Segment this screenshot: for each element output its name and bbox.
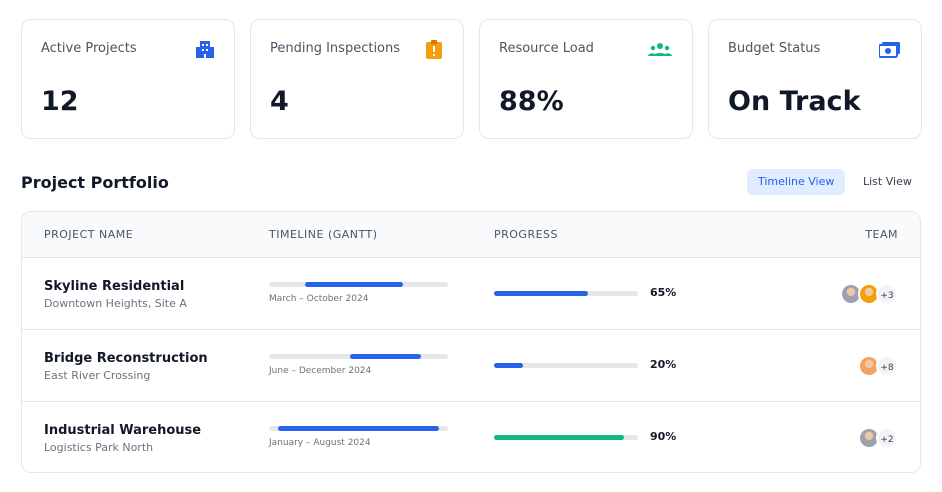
progress-track: [494, 291, 638, 296]
kpi-card: Pending Inspections 4: [250, 19, 464, 139]
team-count[interactable]: +8: [876, 355, 898, 377]
column-header: PROGRESS: [494, 228, 559, 241]
project-name: Bridge Reconstruction: [44, 351, 208, 366]
progress-bar: [494, 435, 624, 440]
kpi-card: Budget Status On Track: [708, 19, 922, 139]
kpi-label: Pending Inspections: [270, 41, 401, 56]
timeline-bar: [349, 354, 422, 359]
timeline-track: [269, 426, 448, 431]
timeline-label: January – August 2024: [269, 438, 371, 448]
column-header: TEAM: [865, 228, 898, 241]
section-title: Project Portfolio: [21, 173, 169, 192]
money-icon: [879, 42, 900, 58]
team-avatars: +8: [858, 355, 898, 377]
table-row[interactable]: Bridge Reconstruction East River Crossing…: [22, 330, 920, 402]
progress-bar: [494, 291, 588, 296]
kpi-value: 88%: [499, 86, 564, 117]
kpi-card: Resource Load 88%: [479, 19, 693, 139]
building-icon: [196, 41, 214, 58]
team-avatars: +2: [858, 427, 898, 449]
kpi-label: Budget Status: [728, 41, 821, 56]
people-icon: [648, 43, 672, 56]
portfolio-table: PROJECT NAME TIMELINE (GANTT) PROGRESS T…: [21, 211, 921, 473]
progress-label: 90%: [650, 430, 677, 443]
column-header: PROJECT NAME: [44, 228, 134, 241]
project-location: Downtown Heights, Site A: [44, 297, 187, 310]
team-count[interactable]: +3: [876, 283, 898, 305]
project-location: Logistics Park North: [44, 441, 154, 454]
timeline-track: [269, 354, 448, 359]
timeline-bar: [304, 282, 404, 287]
progress-label: 20%: [650, 358, 677, 371]
kpi-value: 12: [41, 86, 79, 117]
table-row[interactable]: Industrial Warehouse Logistics Park North…: [22, 402, 920, 472]
alert-icon: [426, 40, 442, 59]
view-tab[interactable]: List View: [863, 175, 912, 188]
timeline-label: March – October 2024: [269, 294, 369, 304]
table-header: PROJECT NAME TIMELINE (GANTT) PROGRESS T…: [22, 212, 920, 258]
team-count[interactable]: +2: [876, 427, 898, 449]
project-location: East River Crossing: [44, 369, 151, 382]
kpi-value: 4: [270, 86, 289, 117]
project-name: Industrial Warehouse: [44, 423, 202, 438]
timeline-bar: [277, 426, 440, 431]
kpi-label: Active Projects: [41, 41, 137, 56]
table-row[interactable]: Skyline Residential Downtown Heights, Sit…: [22, 258, 920, 330]
progress-track: [494, 363, 638, 368]
progress-track: [494, 435, 638, 440]
view-tab[interactable]: Timeline View: [747, 169, 846, 195]
progress-bar: [494, 363, 523, 368]
kpi-label: Resource Load: [499, 41, 594, 56]
timeline-track: [269, 282, 448, 287]
timeline-label: June – December 2024: [269, 366, 372, 376]
column-header: TIMELINE (GANTT): [269, 228, 378, 241]
project-name: Skyline Residential: [44, 279, 185, 294]
team-avatars: +3: [840, 283, 898, 305]
progress-label: 65%: [650, 286, 677, 299]
kpi-card: Active Projects 12: [21, 19, 235, 139]
kpi-value: On Track: [728, 86, 861, 117]
